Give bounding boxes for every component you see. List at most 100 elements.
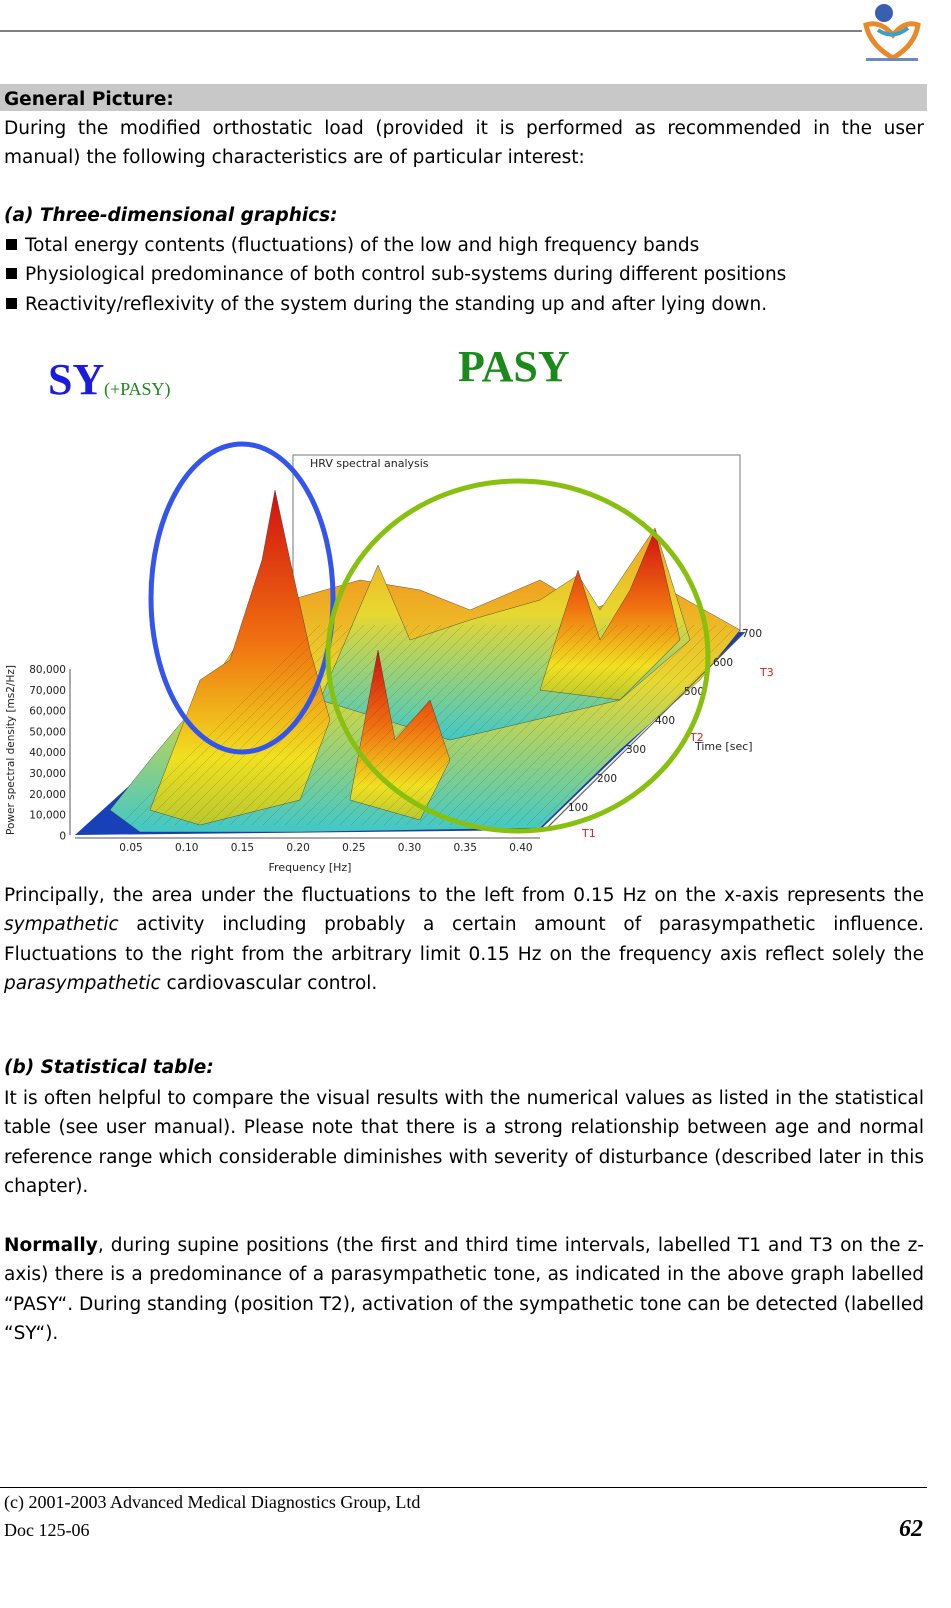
y-tick-label: 40,000 xyxy=(29,747,66,759)
header xyxy=(0,4,921,61)
bullets: Total energy contents (fluctuations) of … xyxy=(4,231,924,319)
y-tick-label: 10,000 xyxy=(29,810,66,822)
paragraph-3: Normally, during supine positions (the f… xyxy=(4,1231,924,1348)
marker: T2 xyxy=(689,731,704,744)
surface xyxy=(539,529,681,701)
bullet: Total energy contents (fluctuations) of … xyxy=(25,235,700,256)
footer-rule xyxy=(0,1487,927,1488)
axis xyxy=(544,631,746,831)
sy-circle xyxy=(148,441,336,755)
x-tick-label: 0.15 xyxy=(231,842,254,854)
page-number: 62 xyxy=(899,1516,923,1542)
mesh-line xyxy=(548,624,750,826)
mesh-line xyxy=(119,624,321,826)
x-tick-label: 0.30 xyxy=(398,842,421,854)
paragraph-2: It is often helpful to compare the visua… xyxy=(4,1088,924,1197)
mesh-line xyxy=(515,624,717,826)
z-tick-label: 400 xyxy=(655,715,675,727)
z-tick-label: 300 xyxy=(626,744,646,756)
copyright: (c) 2001-2003 Advanced Medical Diagnosti… xyxy=(4,1492,421,1512)
mesh-line xyxy=(438,624,640,826)
mesh-line xyxy=(537,624,739,826)
mesh-line xyxy=(405,624,607,826)
y-tick-label: 20,000 xyxy=(29,789,66,801)
text: cardiovascular control. xyxy=(160,972,378,994)
mesh-line xyxy=(317,624,519,826)
y-axis-label: Power spectral density [ms2/Hz] xyxy=(5,665,17,835)
bullet: Physiological predominance of both contr… xyxy=(25,264,787,286)
label-pasy: PASY xyxy=(458,342,570,391)
y-tick-label: 80,000 xyxy=(29,664,66,676)
mesh-line xyxy=(152,624,354,826)
doc-id: Doc 125-06 xyxy=(4,1520,90,1540)
label-sy-sub: (+PASY) xyxy=(104,379,171,400)
x-axis-label: Frequency [Hz] xyxy=(269,861,352,874)
intro: During the modified orthostatic load (pr… xyxy=(4,118,924,169)
x-tick-label: 0.40 xyxy=(509,842,532,854)
marker: T3 xyxy=(759,666,774,679)
mesh-line xyxy=(163,624,365,826)
mesh-line xyxy=(482,624,684,826)
mesh-line xyxy=(306,624,508,826)
x-tick-label: 0.05 xyxy=(119,842,142,854)
x-tick-label: 0.35 xyxy=(454,842,477,854)
heading-b: (b) Statistical table: xyxy=(4,1057,214,1078)
heading-a: (a) Three-dimensional graphics: xyxy=(4,205,338,226)
mesh-line xyxy=(273,624,475,826)
mesh-line xyxy=(526,624,728,826)
mesh-line xyxy=(295,624,497,826)
y-tick-label: 60,000 xyxy=(29,706,66,718)
section-title: General Picture: xyxy=(4,89,174,110)
y-tick-label: 0 xyxy=(59,830,66,842)
mesh-line xyxy=(372,624,574,826)
mesh-line xyxy=(504,624,706,826)
surface xyxy=(149,489,331,826)
mesh-line xyxy=(185,624,387,826)
y-tick-label: 50,000 xyxy=(29,726,66,738)
bullet: Reactivity/reflexivity of the system dur… xyxy=(25,293,768,315)
mesh-line xyxy=(460,624,662,826)
label-sy: SY xyxy=(48,355,104,404)
x-tick-label: 0.25 xyxy=(342,842,365,854)
mesh-line xyxy=(471,624,673,826)
mesh-line xyxy=(394,624,596,826)
mesh-line xyxy=(262,624,464,826)
mesh-line xyxy=(229,624,431,826)
z-axis-label: Time [sec] xyxy=(694,740,753,753)
mesh-line xyxy=(416,624,618,826)
text: sympathetic xyxy=(4,914,119,936)
x-tick-label: 0.20 xyxy=(286,842,309,854)
text: activity including probably a certain am… xyxy=(4,914,924,965)
paragraph-1: Principally, the area under the fluctuat… xyxy=(4,881,924,998)
mesh-line xyxy=(493,624,695,826)
mesh-line xyxy=(174,624,376,826)
mesh-line xyxy=(383,624,585,826)
mesh-line xyxy=(449,624,651,826)
section-bar xyxy=(0,84,927,111)
z-tick-label: 200 xyxy=(597,773,617,785)
marker: T1 xyxy=(581,827,596,840)
mesh-line xyxy=(207,624,409,826)
text: parasympathetic xyxy=(4,972,161,994)
mesh-line xyxy=(427,624,629,826)
mesh-line xyxy=(130,624,332,826)
mesh xyxy=(119,624,750,826)
text: , during supine positions (the first and… xyxy=(4,1235,924,1344)
pasy-circle xyxy=(325,478,711,834)
mesh-line xyxy=(328,624,530,826)
mesh-line xyxy=(339,624,541,826)
mesh-line xyxy=(196,624,398,826)
plot-title: HRV spectral analysis xyxy=(310,457,429,470)
figure: SY (+PASY) PASY HRV spectral analysis 80… xyxy=(5,342,774,874)
mesh-line xyxy=(218,624,420,826)
mesh-line xyxy=(251,624,453,826)
z-tick-label: 100 xyxy=(568,802,588,814)
mesh-line xyxy=(350,624,552,826)
y-tick-label: 30,000 xyxy=(29,768,66,780)
surface xyxy=(349,649,451,821)
text: Normally xyxy=(4,1235,98,1256)
mesh-line xyxy=(141,624,343,826)
z-tick-label: 700 xyxy=(742,628,762,640)
x-tick-label: 0.10 xyxy=(175,842,198,854)
